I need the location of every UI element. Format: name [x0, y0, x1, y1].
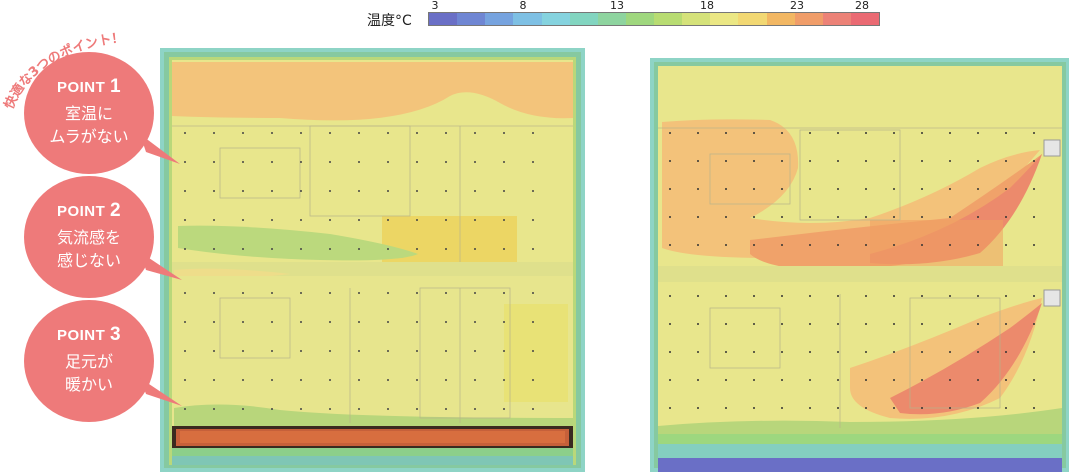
scale-swatch: [597, 13, 626, 25]
scale-tick-label: 28: [855, 0, 869, 12]
scale-tick-label: 3: [431, 0, 439, 12]
scale-swatch: [485, 13, 514, 25]
scale-swatch: [766, 13, 795, 25]
scale-swatch: [710, 13, 739, 25]
point-2-bubble: POINT 2 気流感を 感じない: [24, 176, 154, 298]
point-3-tail: [140, 378, 182, 406]
scale-swatch: [541, 13, 570, 25]
point-3-heading: POINT 3: [56, 324, 122, 345]
scale-swatch: [625, 13, 654, 25]
point-1-text: 室温に ムラがない: [49, 104, 129, 146]
left-temperature-section: [160, 48, 585, 472]
scale-swatch: [569, 13, 598, 25]
point-2-heading: POINT 2: [56, 200, 122, 221]
scale-swatch: [738, 13, 767, 25]
scale-swatch: [850, 13, 879, 25]
scale-tick-label: 8: [519, 0, 527, 12]
scale-swatch: [513, 13, 542, 25]
scale-swatch: [429, 13, 458, 25]
point-2-text: 気流感を 感じない: [56, 228, 121, 270]
scale-swatch: [822, 13, 851, 25]
scale-tick-label: 23: [790, 0, 804, 12]
scale-swatch: [794, 13, 823, 25]
scale-tick-label: 18: [700, 0, 714, 12]
point-3-text: 足元が 暖かい: [64, 352, 113, 394]
temperature-color-scale: [428, 12, 880, 26]
point-1-tail: [140, 134, 180, 164]
scale-swatch: [654, 13, 683, 25]
legend-title: 温度°C: [367, 13, 412, 29]
right-temperature-section: [650, 58, 1069, 472]
point-2-tail: [140, 252, 182, 280]
point-1-bubble: POINT 1 室温に ムラがない: [24, 52, 154, 174]
scale-swatch: [682, 13, 711, 25]
point-3-bubble: POINT 3 足元が 暖かい: [24, 300, 154, 422]
point-1-heading: POINT 1: [56, 76, 122, 97]
scale-swatch: [457, 13, 486, 25]
scale-tick-label: 13: [610, 0, 624, 12]
